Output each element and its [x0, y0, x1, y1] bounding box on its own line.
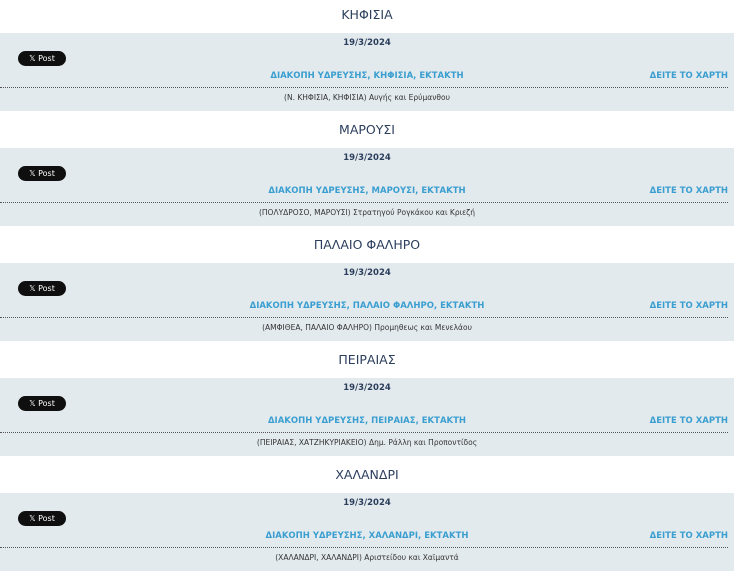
area-heading: ΧΑΛΑΝΔΡΙ — [335, 467, 399, 482]
outage-address: (ΧΑΛΑΝΔΡΙ, ΧΑΛΑΝΔΡΙ) Αριστείδου και Χαϊμ… — [275, 553, 459, 562]
outage-card: 19/3/2024 𝕏 Post ΔΙΑΚΟΠΗ ΥΔΡΕΥΣΗΣ, ΚΗΦΙΣ… — [0, 33, 734, 111]
outage-address: (ΠΕΙΡΑΙΑΣ, ΧΑΤΖΗΚΥΡΙΑΚΕΙΟ) Δημ. Ράλλη κα… — [256, 438, 478, 447]
outage-block: ΧΑΛΑΝΔΡΙ 19/3/2024 𝕏 Post ΔΙΑΚΟΠΗ ΥΔΡΕΥΣ… — [0, 460, 734, 575]
see-map-link[interactable]: ΔΕΙΤΕ ΤΟ ΧΑΡΤΗ — [649, 416, 728, 426]
x-post-button[interactable]: 𝕏 Post — [18, 281, 66, 296]
area-heading: ΠΕΙΡΑΙΑΣ — [338, 352, 396, 367]
outage-address: (ΠΟΛΥΔΡΟΣΟ, ΜΑΡΟΥΣΙ) Στρατηγού Ρογκάκου … — [258, 208, 476, 217]
divider — [0, 87, 728, 88]
divider — [0, 317, 728, 318]
outage-card: 19/3/2024 𝕏 Post ΔΙΑΚΟΠΗ ΥΔΡΕΥΣΗΣ, ΧΑΛΑΝ… — [0, 493, 734, 571]
outage-card: 19/3/2024 𝕏 Post ΔΙΑΚΟΠΗ ΥΔΡΕΥΣΗΣ, ΜΑΡΟΥ… — [0, 148, 734, 226]
x-post-button[interactable]: 𝕏 Post — [18, 166, 66, 181]
outage-address: (Ν. ΚΗΦΙΣΙΑ, ΚΗΦΙΣΙΑ) Αυγής και Ερύμανθο… — [284, 93, 450, 102]
see-map-link[interactable]: ΔΕΙΤΕ ΤΟ ΧΑΡΤΗ — [649, 301, 728, 311]
area-heading: ΠΑΛΑΙΟ ΦΑΛΗΡΟ — [313, 237, 421, 252]
divider — [0, 432, 728, 433]
outage-title-link[interactable]: ΔΙΑΚΟΠΗ ΥΔΡΕΥΣΗΣ, ΚΗΦΙΣΙΑ, ΕΚΤΑΚΤΗ — [270, 71, 464, 81]
outage-block: ΚΗΦΙΣΙΑ 19/3/2024 𝕏 Post ΔΙΑΚΟΠΗ ΥΔΡΕΥΣΗ… — [0, 0, 734, 115]
divider — [0, 202, 728, 203]
outage-date: 19/3/2024 — [343, 498, 391, 508]
outage-date: 19/3/2024 — [343, 153, 391, 163]
outage-title-link[interactable]: ΔΙΑΚΟΠΗ ΥΔΡΕΥΣΗΣ, ΧΑΛΑΝΔΡΙ, ΕΚΤΑΚΤΗ — [265, 531, 469, 541]
x-post-button[interactable]: 𝕏 Post — [18, 511, 66, 526]
outage-title-link[interactable]: ΔΙΑΚΟΠΗ ΥΔΡΕΥΣΗΣ, ΠΑΛΑΙΟ ΦΑΛΗΡΟ, ΕΚΤΑΚΤΗ — [249, 301, 485, 311]
area-heading: ΜΑΡΟΥΣΙ — [339, 122, 395, 137]
outage-block: ΠΕΙΡΑΙΑΣ 19/3/2024 𝕏 Post ΔΙΑΚΟΠΗ ΥΔΡΕΥΣ… — [0, 345, 734, 460]
see-map-link[interactable]: ΔΕΙΤΕ ΤΟ ΧΑΡΤΗ — [649, 186, 728, 196]
x-post-button[interactable]: 𝕏 Post — [18, 396, 66, 411]
outage-date: 19/3/2024 — [343, 38, 391, 48]
area-heading: ΚΗΦΙΣΙΑ — [341, 7, 393, 22]
outage-card: 19/3/2024 𝕏 Post ΔΙΑΚΟΠΗ ΥΔΡΕΥΣΗΣ, ΠΕΙΡΑ… — [0, 378, 734, 456]
see-map-link[interactable]: ΔΕΙΤΕ ΤΟ ΧΑΡΤΗ — [649, 71, 728, 81]
outage-block: ΜΑΡΟΥΣΙ 19/3/2024 𝕏 Post ΔΙΑΚΟΠΗ ΥΔΡΕΥΣΗ… — [0, 115, 734, 230]
outage-card: 19/3/2024 𝕏 Post ΔΙΑΚΟΠΗ ΥΔΡΕΥΣΗΣ, ΠΑΛΑΙ… — [0, 263, 734, 341]
divider — [0, 547, 728, 548]
outage-block: ΠΑΛΑΙΟ ΦΑΛΗΡΟ 19/3/2024 𝕏 Post ΔΙΑΚΟΠΗ Υ… — [0, 230, 734, 345]
outage-date: 19/3/2024 — [343, 383, 391, 393]
outage-title-link[interactable]: ΔΙΑΚΟΠΗ ΥΔΡΕΥΣΗΣ, ΠΕΙΡΑΙΑΣ, ΕΚΤΑΚΤΗ — [267, 416, 467, 426]
outage-date: 19/3/2024 — [343, 268, 391, 278]
outage-title-link[interactable]: ΔΙΑΚΟΠΗ ΥΔΡΕΥΣΗΣ, ΜΑΡΟΥΣΙ, ΕΚΤΑΚΤΗ — [268, 186, 466, 196]
outage-address: (ΑΜΦΙΘΕΑ, ΠΑΛΑΙΟ ΦΑΛΗΡΟ) Προμηθεως και Μ… — [262, 323, 472, 332]
x-post-button[interactable]: 𝕏 Post — [18, 51, 66, 66]
see-map-link[interactable]: ΔΕΙΤΕ ΤΟ ΧΑΡΤΗ — [649, 531, 728, 541]
